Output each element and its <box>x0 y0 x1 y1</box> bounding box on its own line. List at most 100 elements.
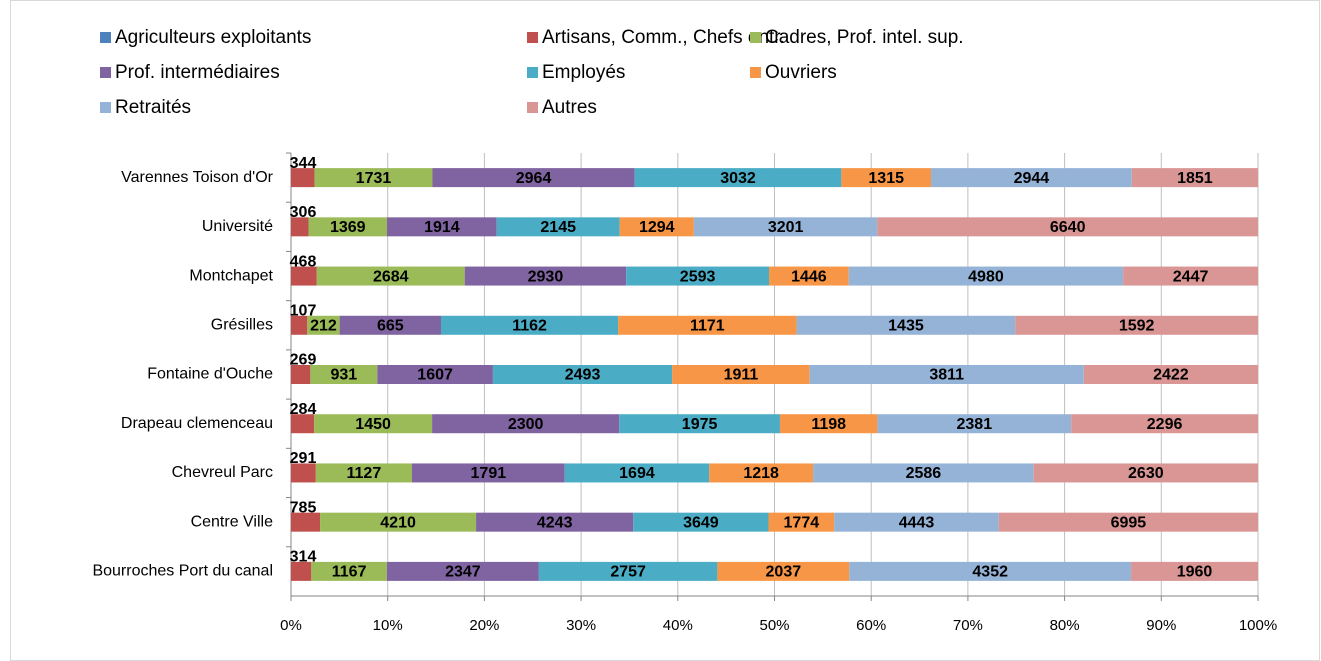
bar-segment <box>377 365 493 384</box>
bar-segment <box>768 512 835 532</box>
bar-segment <box>411 463 565 483</box>
data-label: 2944 <box>1014 170 1050 187</box>
y-tick-label: Drapeau clemenceau <box>121 415 273 432</box>
x-tick-label: 90% <box>1146 617 1176 634</box>
y-tick-label: Varennes Toison d'Or <box>121 169 274 186</box>
data-label: 1960 <box>1177 564 1213 581</box>
y-tick-label: Montchapet <box>189 267 273 284</box>
bar-segment <box>619 414 780 434</box>
bar-segment <box>709 463 814 483</box>
x-tick-label: 10% <box>373 617 403 634</box>
data-label: 284 <box>290 401 317 418</box>
data-label: 1791 <box>471 465 507 482</box>
bar-segment <box>310 365 378 384</box>
data-label: 1127 <box>347 465 382 482</box>
data-label: 1218 <box>743 465 779 482</box>
data-label: 931 <box>330 367 357 384</box>
data-label: 1592 <box>1119 317 1155 334</box>
data-label: 1450 <box>355 416 391 433</box>
data-label: 468 <box>290 253 317 270</box>
bar-segment <box>339 315 441 335</box>
data-label: 2684 <box>373 268 409 285</box>
bar-segment <box>315 463 412 483</box>
bar-segment <box>1131 561 1258 581</box>
data-label: 1731 <box>356 170 392 187</box>
bar-segment <box>492 365 673 384</box>
bar-segment <box>291 414 315 434</box>
data-label: 1914 <box>424 219 460 236</box>
bar-segment <box>1015 315 1258 335</box>
data-label: 1369 <box>330 219 366 236</box>
bar-segment <box>1131 168 1258 188</box>
data-label: 3032 <box>720 170 756 187</box>
data-label: 1446 <box>791 268 827 285</box>
legend-swatch <box>100 32 111 43</box>
legend-label: Cadres, Prof. intel. sup. <box>765 27 964 48</box>
data-label: 2630 <box>1128 465 1164 482</box>
x-tick-label: 80% <box>1050 617 1080 634</box>
legend-label: Autres <box>542 97 597 118</box>
bar-segment <box>314 414 433 434</box>
bar-segment <box>476 512 634 532</box>
data-label: 1435 <box>888 317 924 334</box>
legend-label: Prof. intermédiaires <box>115 62 280 83</box>
data-label: 6640 <box>1050 219 1086 236</box>
bar-segment <box>809 365 1084 384</box>
legend-swatch <box>527 102 538 113</box>
data-label: 1911 <box>724 367 759 384</box>
bar-segment <box>291 217 309 237</box>
data-label: 3201 <box>768 219 804 236</box>
data-label: 3811 <box>929 367 964 384</box>
bar-segment <box>672 365 810 384</box>
y-tick-label: Grésilles <box>211 316 273 333</box>
x-tick-label: 50% <box>759 617 789 634</box>
legend-swatch <box>750 67 761 78</box>
data-label: 1198 <box>811 416 846 433</box>
bar-segment <box>931 168 1132 188</box>
data-label: 1162 <box>512 317 547 334</box>
data-label: 665 <box>377 317 404 334</box>
bar-segment <box>291 512 321 532</box>
bar-segment <box>849 561 1132 581</box>
y-tick-label: Chevreul Parc <box>172 464 273 481</box>
bar-segment <box>813 463 1034 483</box>
data-label: 2593 <box>680 268 716 285</box>
bar-segment <box>307 315 340 335</box>
bar-segment <box>841 168 932 188</box>
data-label: 3649 <box>683 514 719 531</box>
bar-segment <box>877 217 1258 237</box>
y-tick-label: Bourroches Port du canal <box>92 563 273 580</box>
data-label: 1694 <box>619 465 655 482</box>
x-tick-label: 40% <box>663 617 693 634</box>
data-label: 2930 <box>528 268 564 285</box>
bar-segment <box>634 168 842 188</box>
bar-segment <box>432 168 635 188</box>
data-label: 1975 <box>682 416 718 433</box>
data-label: 1171 <box>690 317 725 334</box>
data-label: 6995 <box>1111 514 1147 531</box>
bar-segment <box>464 266 627 286</box>
bar-segment <box>386 561 539 581</box>
bar-segment <box>998 512 1258 532</box>
data-label: 2296 <box>1147 416 1183 433</box>
bar-segment <box>291 365 311 384</box>
bar-segment <box>496 217 620 237</box>
x-tick-label: 0% <box>280 617 302 634</box>
x-tick-label: 20% <box>469 617 499 634</box>
data-label: 2381 <box>957 416 993 433</box>
data-label: 2037 <box>766 564 802 581</box>
bar-segment <box>1071 414 1258 434</box>
bar-segment <box>440 315 619 335</box>
bar-segment <box>626 266 770 286</box>
y-tick-label: Centre Ville <box>191 513 274 530</box>
data-label: 2493 <box>565 367 601 384</box>
data-label: 2586 <box>906 465 942 482</box>
data-label: 212 <box>310 317 337 334</box>
y-tick-label: Université <box>202 218 273 235</box>
bar-segment <box>308 217 388 237</box>
data-label: 1607 <box>417 367 453 384</box>
bar-segment <box>1123 266 1258 286</box>
data-label: 269 <box>290 352 317 369</box>
data-label: 2447 <box>1173 268 1209 285</box>
data-label: 4443 <box>899 514 935 531</box>
